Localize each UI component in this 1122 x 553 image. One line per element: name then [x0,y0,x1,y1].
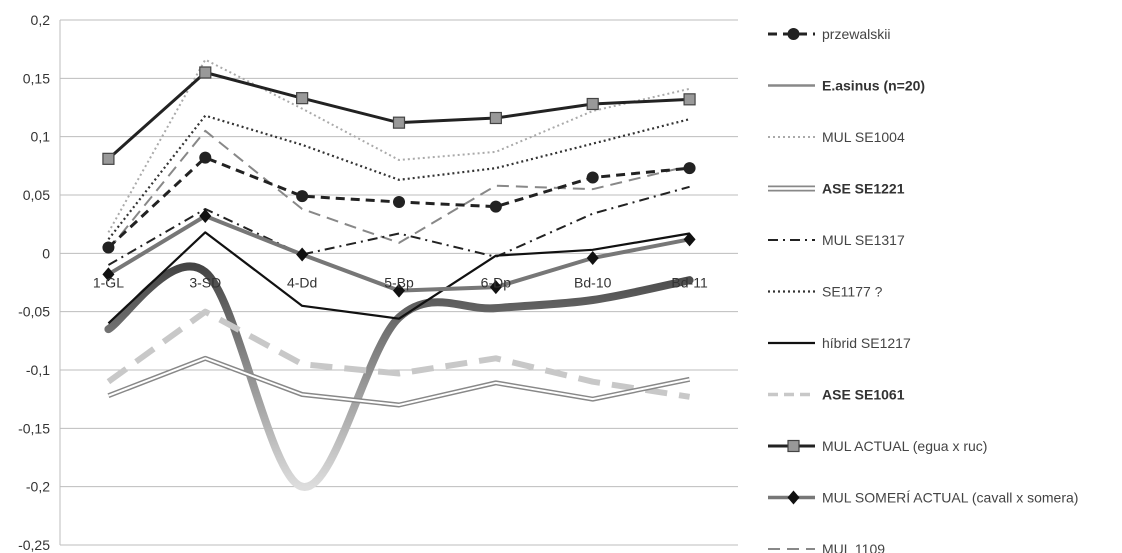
legend-item: híbrid SE1217 [768,335,911,351]
data-point [199,209,212,223]
x-category-label: 4-Dd [287,274,317,290]
x-category-label: 6-Dp [481,274,512,290]
legend-item: MUL SOMERÍ ACTUAL (cavall x somera) [768,490,1078,506]
series-10 [107,129,690,251]
y-tick-label: 0,15 [23,70,50,86]
y-tick-label: -0,05 [18,304,50,320]
data-point [683,162,696,175]
series-line [107,114,690,241]
x-category-label: Bd-11 [671,274,708,290]
legend-label: MUL 1109 [822,541,885,553]
legend-label: E.asinus (n=20) [822,78,925,94]
legend-marker [787,28,800,40]
series-0 [102,151,696,254]
series-6 [107,231,690,325]
series-line [107,231,690,325]
legend-item: ASE SE1221 [768,181,905,197]
data-point [393,283,405,298]
data-point [199,151,212,164]
series-line [107,58,690,233]
series-line [107,71,690,160]
y-tick-label: -0,1 [26,362,50,378]
series-7 [106,308,691,400]
x-category-label: Bd-10 [574,274,612,290]
data-point [393,196,405,208]
legend-marker [787,439,800,453]
data-point [296,190,309,203]
data-point [296,247,309,262]
legend-item: MUL ACTUAL (egua x ruc) [768,438,987,454]
series-5 [107,114,690,241]
y-axis-ticks: 0,2 0,15 0,1 0,05 0 -0,05 -0,1 -0,15 -0,2 -0,25 [18,12,50,553]
legend-item: MUL SE1317 [768,232,905,248]
series-layer [102,58,696,491]
data-point [489,200,502,213]
series-line-inner [108,357,690,406]
legend-marker [787,490,800,505]
legend-label: ASE SE1061 [822,387,905,403]
legend-item: E.asinus (n=20) [768,78,925,94]
series-2 [107,58,690,233]
legend-label: MUL SE1317 [822,232,905,248]
legend-label: MUL SOMERÍ ACTUAL (cavall x somera) [822,490,1078,506]
legend-label: SE1177 ? [822,284,883,300]
y-tick-label: -0,25 [18,537,50,553]
y-tick-label: 0,1 [31,129,51,145]
data-point [102,152,115,165]
data-point [102,267,115,282]
series-line [107,185,690,266]
data-point [683,93,696,106]
data-point [199,66,212,79]
data-point [392,116,406,129]
data-point [489,111,502,125]
legend-item: ASE SE1061 [768,387,905,403]
series-4 [107,185,690,266]
x-axis-categories: 1-GL 3-SD 4-Dd 5-Bp 6-Dp Bd-10 Bd-11 [93,274,708,290]
y-tick-label: -0,2 [26,479,50,495]
data-point [586,97,599,111]
series-8 [102,66,696,165]
legend-item: MUL 1109 [768,541,885,553]
y-tick-label: 0,2 [31,12,51,28]
legend-item: przewalskii [768,26,890,42]
y-tick-label: 0,05 [23,187,50,203]
y-tick-label: -0,15 [18,420,50,436]
data-point [489,280,502,295]
legend-label: MUL SE1004 [822,129,905,145]
series-3 [107,355,691,408]
x-category-label: 5-Bp [384,274,414,290]
legend-label: híbrid SE1217 [822,335,911,351]
legend-item: SE1177 ? [768,284,883,300]
data-point [586,251,599,265]
legend-label: przewalskii [822,26,890,42]
legend-label: MUL ACTUAL (egua x ruc) [822,438,987,454]
x-category-label: 1-GL [93,274,124,290]
series-line [104,262,694,491]
data-point [586,171,599,184]
series-line [107,129,690,251]
y-tick-label: 0 [42,245,50,261]
data-point [296,92,309,105]
legend-item: MUL SE1004 [768,129,905,145]
x-category-label: 3-SD [189,274,221,290]
series-line [106,308,691,400]
series-9 [102,209,696,298]
legend-label: ASE SE1221 [822,181,905,197]
data-point [102,241,115,254]
series-1 [104,262,694,491]
data-point [683,232,696,247]
legend: przewalskii E.asinus (n=20) MUL SE1004 ASE … [768,26,1078,553]
